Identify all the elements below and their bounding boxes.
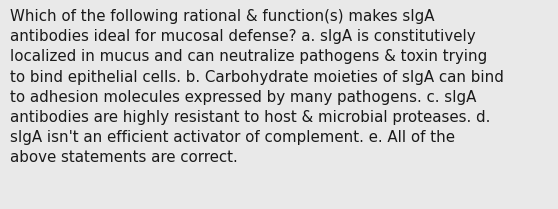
Text: Which of the following rational & function(s) makes sIgA
antibodies ideal for mu: Which of the following rational & functi… [10,9,504,165]
